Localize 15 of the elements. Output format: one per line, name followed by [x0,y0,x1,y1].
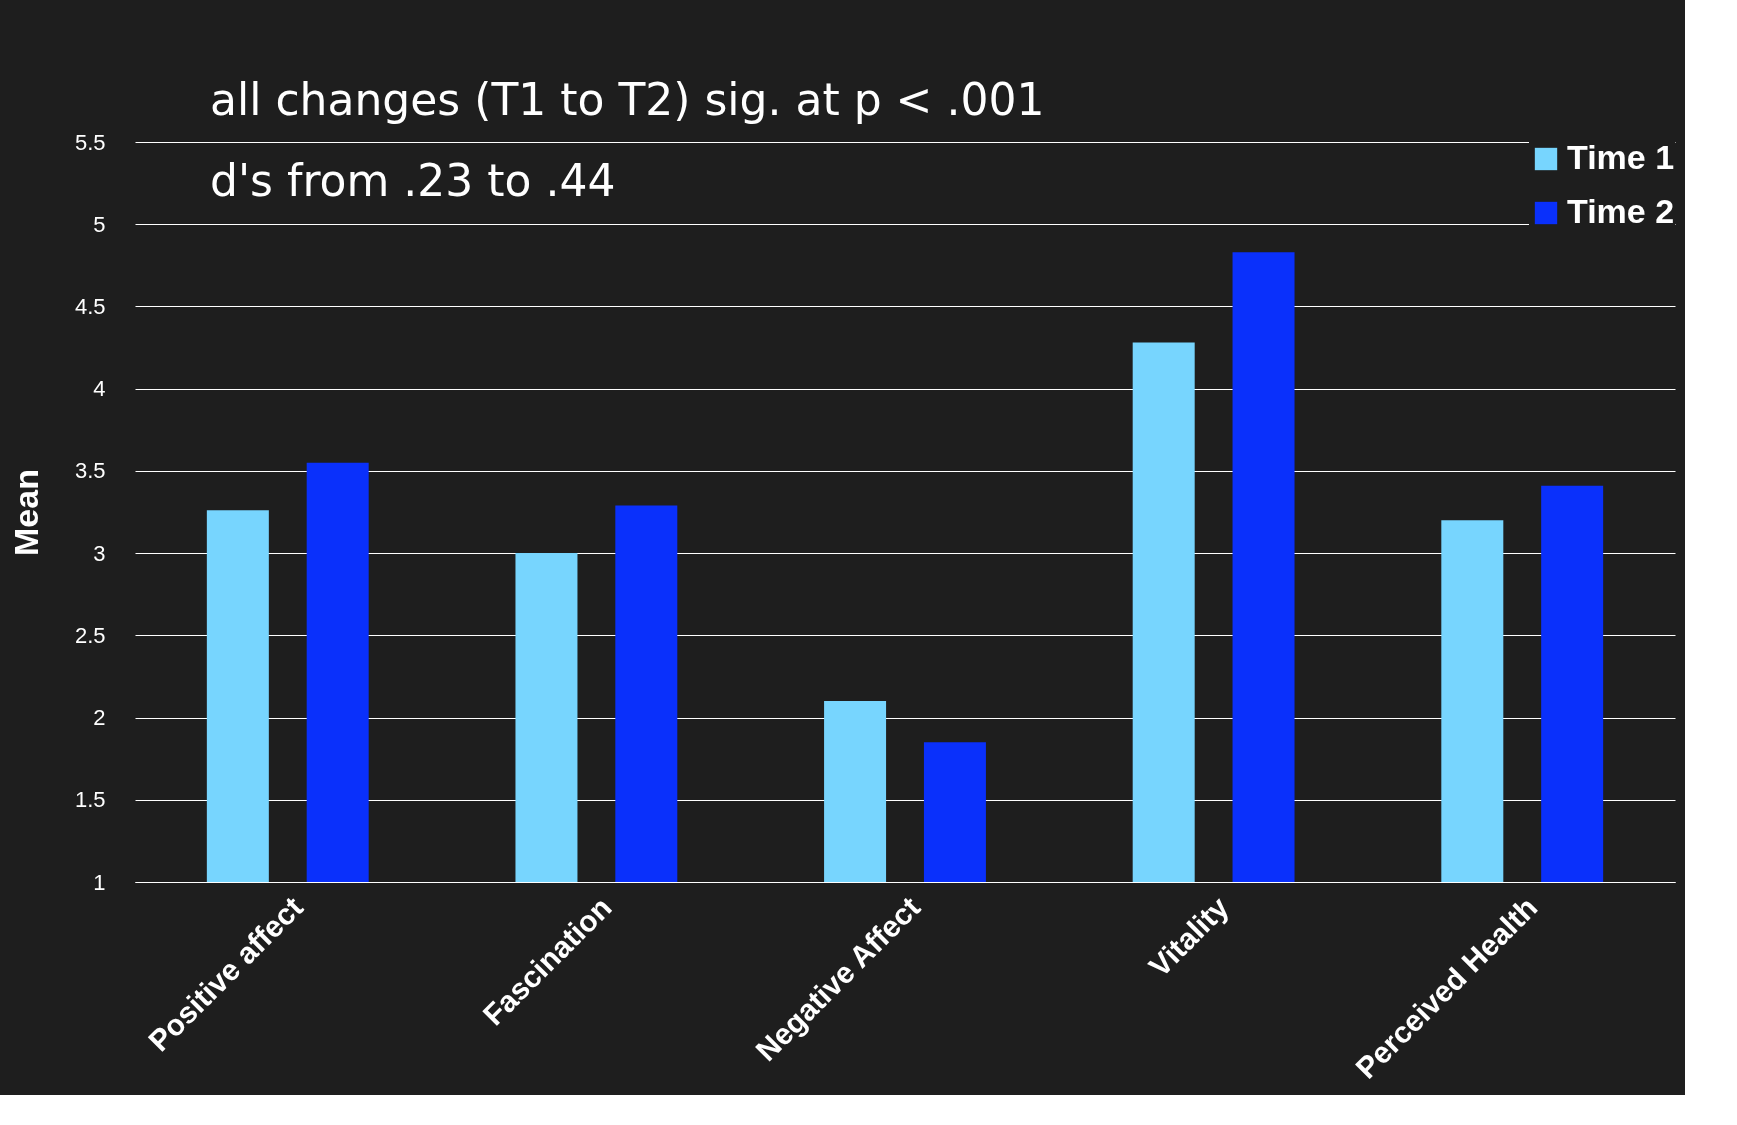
y-tick-label: 3 [93,540,106,566]
y-tick-label: 3.5 [74,458,106,484]
y-axis-title: Mean [6,469,45,556]
annotation: d's from .23 to .44 [210,155,616,206]
y-tick-label: 1 [93,869,106,895]
text: all changes (T1 to T2) sig. at p < .001 [210,74,1045,125]
y-tick-label: 4 [93,376,106,402]
y-tick-label: 1.5 [74,787,106,813]
y-tick-label: 5 [93,211,106,237]
legend-label: Time 1 [1567,138,1675,176]
y-tick-label: 2 [93,705,106,731]
y-tick-label: 5.5 [74,129,106,155]
y-tick-label: 4.5 [74,293,106,319]
y-tick-label: 2.5 [74,622,106,648]
legend-label: Time 2 [1567,192,1675,230]
